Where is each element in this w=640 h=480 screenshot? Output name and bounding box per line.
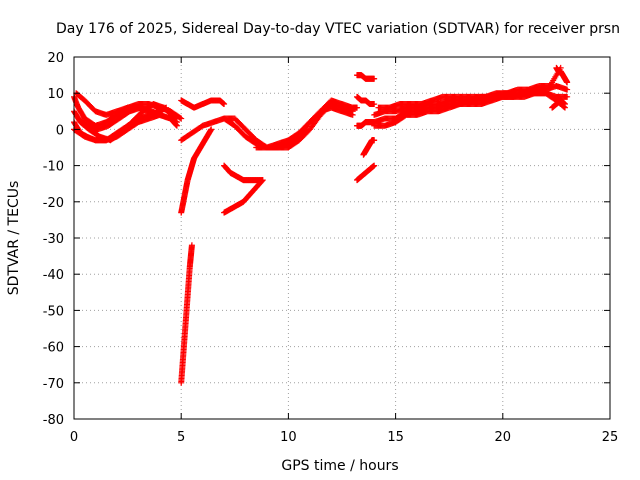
data-point [371, 75, 378, 82]
data-point [177, 114, 184, 121]
y-tick-label: -80 [43, 413, 64, 428]
data-point [564, 86, 571, 93]
y-tick-label: -70 [43, 377, 64, 392]
series-track-16 [354, 93, 378, 108]
y-tick-label: -20 [43, 196, 64, 211]
y-tick-label: -30 [43, 232, 64, 247]
data-point [208, 126, 215, 133]
data-point [371, 137, 378, 144]
series-track-6 [75, 104, 165, 133]
y-tick-label: -10 [43, 160, 64, 175]
data-point [371, 101, 378, 108]
series-track-11 [178, 126, 215, 216]
y-tick-label: -50 [43, 304, 64, 319]
grid-layer [74, 57, 610, 419]
data-point [354, 104, 361, 111]
x-tick-label: 25 [602, 430, 619, 445]
chart-title: Day 176 of 2025, Sidereal Day-to-day VTE… [56, 21, 620, 37]
data-point [173, 122, 180, 129]
series-track-15 [354, 72, 378, 82]
data-point [178, 115, 185, 122]
series-track-12 [178, 242, 195, 386]
series-track-24 [553, 64, 571, 86]
points-layer [71, 64, 571, 386]
series-track-5 [73, 90, 185, 122]
x-axis-label: GPS time / hours [281, 458, 398, 474]
x-tick-label: 20 [495, 430, 512, 445]
series-track-18 [354, 162, 378, 184]
series-track-14 [221, 177, 266, 216]
series-track-25 [549, 97, 568, 111]
x-tick-label: 5 [177, 430, 185, 445]
y-tick-label: 10 [47, 87, 64, 102]
data-point [259, 177, 266, 184]
data-point [259, 177, 266, 184]
data-point [188, 242, 195, 249]
x-tick-label: 15 [387, 430, 404, 445]
ticks-layer: 0 5 10 15 20 25 -80 -70 -60 -50 -40 -30 -20 -10 0 10 20 [43, 51, 619, 445]
series-track-19 [360, 137, 378, 158]
x-tick-label: 0 [70, 430, 78, 445]
y-tick-label: 0 [56, 123, 64, 138]
data-point [173, 122, 180, 129]
data-point [564, 79, 571, 86]
data-point [221, 101, 228, 108]
data-point [371, 162, 378, 169]
series-track-10 [253, 97, 361, 151]
data-point [561, 101, 568, 108]
x-tick-label: 10 [280, 430, 297, 445]
y-axis-label: SDTVAR / TECUs [6, 181, 22, 296]
data-point [564, 93, 571, 100]
data-point [158, 111, 165, 118]
y-tick-label: 20 [47, 51, 64, 66]
series-track-7 [178, 97, 228, 111]
y-tick-label: -40 [43, 268, 64, 283]
y-tick-label: -60 [43, 341, 64, 356]
